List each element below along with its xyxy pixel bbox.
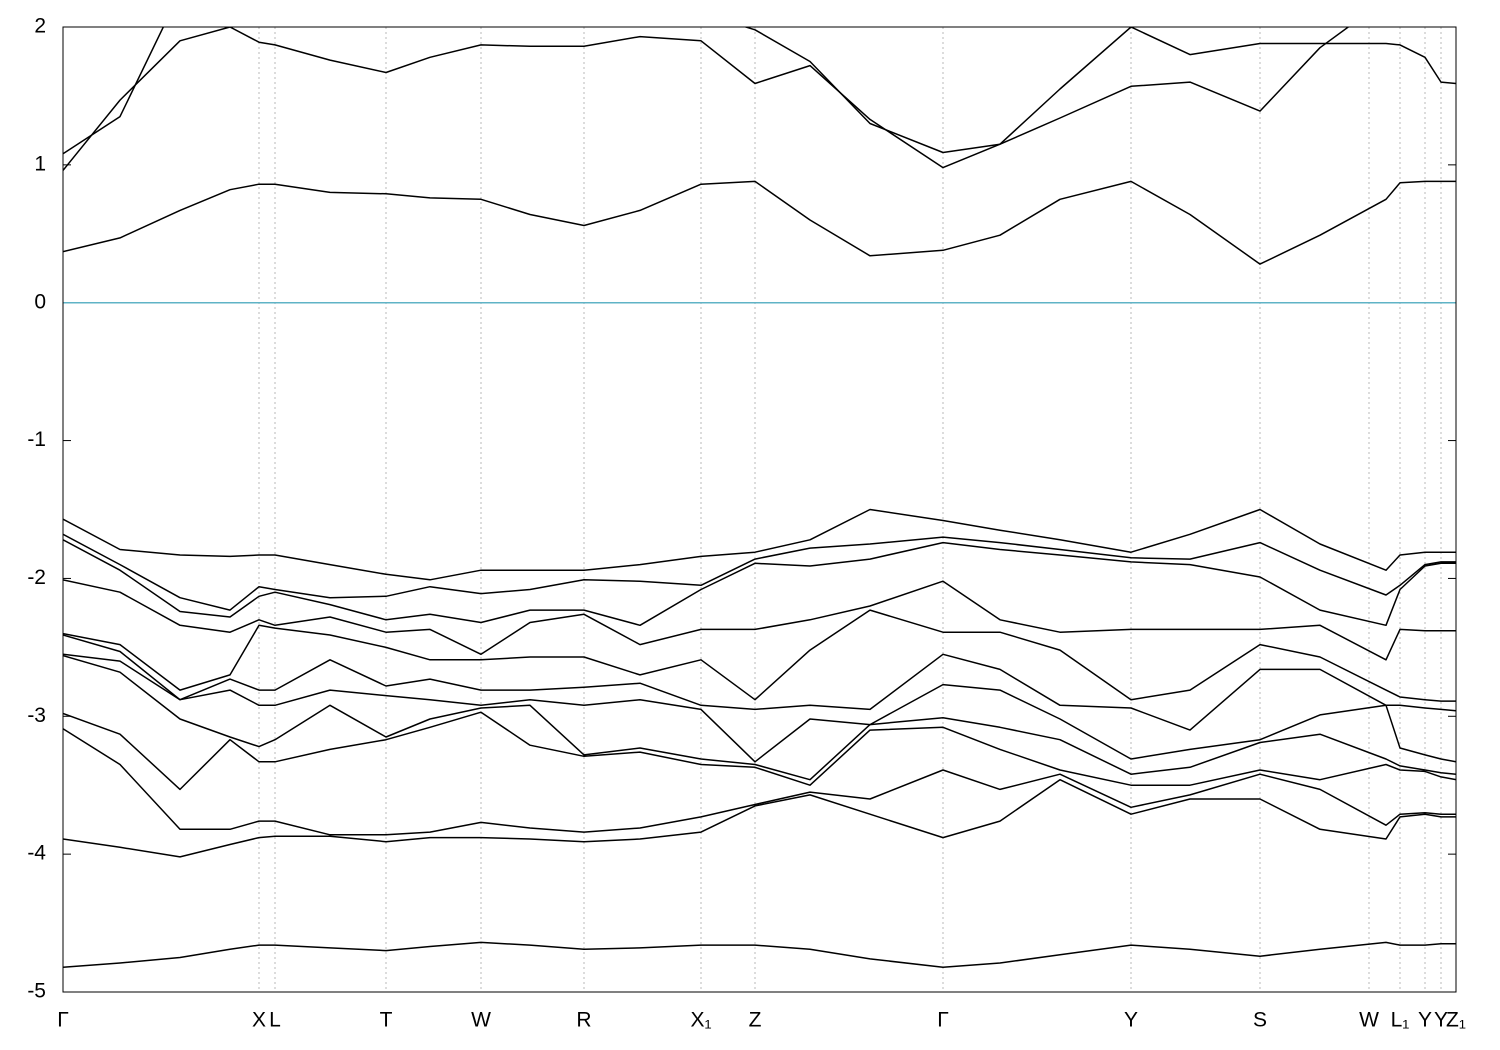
band-line bbox=[63, 27, 1456, 155]
y-tick-label: -3 bbox=[27, 704, 46, 727]
band-line bbox=[63, 653, 1456, 763]
band-line bbox=[63, 539, 1456, 627]
y-tick-label: -4 bbox=[27, 842, 46, 865]
y-tick-label: -5 bbox=[27, 980, 46, 1003]
x-tick-label: L bbox=[269, 1009, 281, 1032]
band-line bbox=[63, 27, 1350, 171]
x-tick-label: W bbox=[471, 1009, 491, 1032]
band-line bbox=[63, 508, 1456, 581]
band-line bbox=[63, 728, 1456, 836]
x-tick-label: Y bbox=[1418, 1009, 1432, 1032]
x-tick-label: Γ bbox=[937, 1009, 949, 1032]
band-line bbox=[63, 654, 1456, 781]
band-line bbox=[63, 711, 1456, 791]
x-tick-label: X bbox=[252, 1009, 266, 1032]
x-tick-label: Y bbox=[1124, 1009, 1138, 1032]
x-tick-label: X₁ bbox=[690, 1009, 711, 1032]
x-tick-label: Z₁ bbox=[1446, 1009, 1466, 1032]
plot-frame bbox=[62, 26, 1457, 993]
band-line bbox=[63, 609, 1456, 702]
plot-area bbox=[63, 27, 1456, 968]
x-tick-label: S bbox=[1253, 1009, 1267, 1032]
x-tick-label: Γ bbox=[57, 1009, 69, 1032]
band-line bbox=[63, 180, 1456, 265]
y-tick-label: 0 bbox=[34, 290, 46, 313]
x-tick-label: Z bbox=[749, 1009, 762, 1032]
y-tick-label: -1 bbox=[27, 428, 46, 451]
band-line bbox=[63, 778, 1456, 858]
band-line bbox=[63, 579, 1456, 661]
band-line bbox=[63, 533, 1456, 611]
y-tick-label: 2 bbox=[34, 15, 46, 38]
x-tick-label: T bbox=[380, 1009, 393, 1032]
band-line bbox=[63, 634, 1456, 731]
band-line bbox=[63, 941, 1456, 968]
y-tick-label: -2 bbox=[27, 566, 46, 589]
grid bbox=[63, 26, 1456, 993]
x-tick-label: Y bbox=[1434, 1009, 1448, 1032]
x-tick-label: L₁ bbox=[1391, 1009, 1410, 1032]
x-tick-label: W bbox=[1359, 1009, 1379, 1032]
y-tick-label: 1 bbox=[34, 152, 46, 175]
x-tick-label: R bbox=[576, 1009, 591, 1032]
